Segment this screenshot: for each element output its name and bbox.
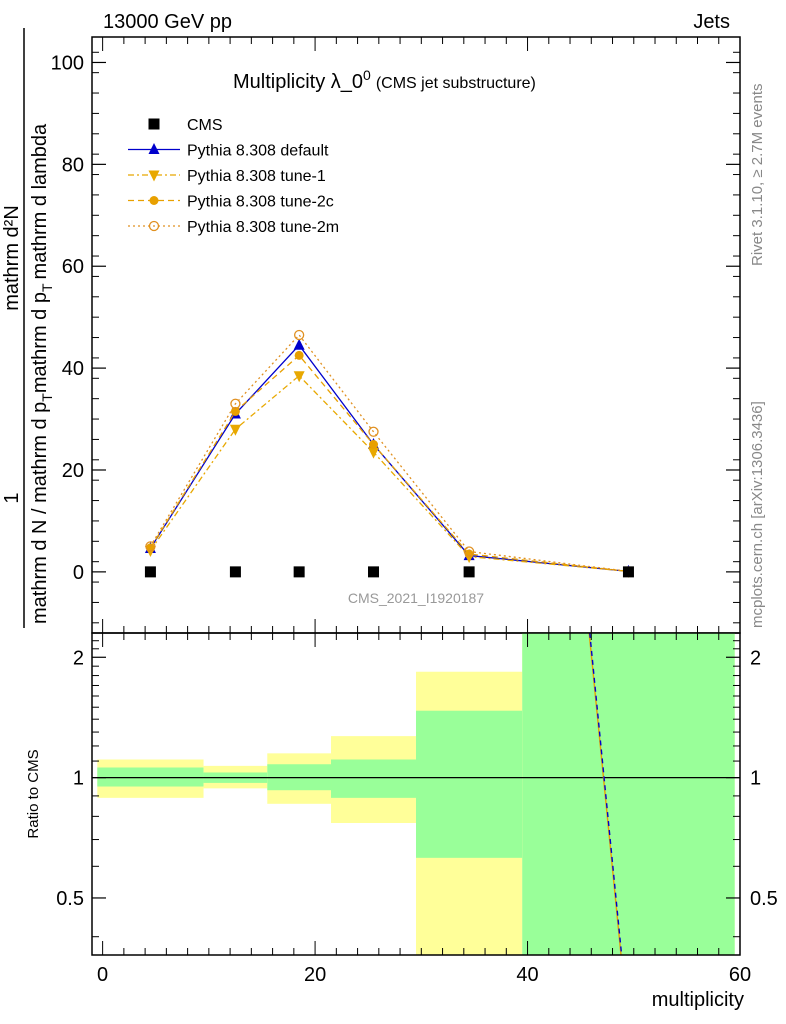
x-tick-label: 0 [97, 964, 108, 986]
ratio-y-tick-label: 0.5 [56, 888, 84, 910]
green-band [522, 633, 735, 955]
ratio-frame [91, 632, 741, 956]
data-point [144, 566, 156, 578]
legend-marker [149, 196, 159, 205]
main-ylabel: 1 mathrm d²N mathrm d N / mathrm d pTmat… [1, 28, 55, 628]
legend-marker [148, 143, 160, 154]
ratio-ylabel: Ratio to CMS [25, 749, 42, 838]
ratio-y-tick-label: 1 [73, 768, 84, 790]
data-point [229, 424, 241, 436]
data-point [369, 440, 379, 450]
data-point [294, 350, 304, 360]
legend-entry: Pythia 8.308 default [128, 143, 329, 160]
chart-title: Multiplicity λ_00 (CMS jet substructure) [233, 67, 536, 93]
green-band [97, 767, 204, 787]
legend-marker [148, 170, 160, 182]
series-cms [144, 566, 634, 578]
y-tick-label: 20 [62, 460, 84, 482]
data-point [145, 541, 156, 552]
legend-entry: Pythia 8.308 tune-1 [128, 168, 326, 185]
ratio-y-tick-label-right: 1 [750, 768, 761, 790]
ratio-panel: 0.5 0.51 12 20 20 40 60 [56, 632, 778, 986]
data-point [293, 566, 305, 578]
header-left: 13000 GeV pp [103, 11, 232, 33]
data-point [368, 566, 380, 578]
x-tick-label: 60 [729, 964, 751, 986]
data-point [368, 447, 380, 459]
y-tick-label: 0 [73, 562, 84, 584]
green-band [331, 759, 416, 798]
data-point [293, 338, 305, 350]
data-point [622, 566, 634, 578]
y-tick-label: 100 [51, 52, 84, 74]
legend-entry: CMS [148, 117, 223, 134]
data-point [293, 329, 305, 341]
legend-marker [148, 220, 160, 232]
x-tick-label: 20 [304, 964, 326, 986]
legend: CMS Pythia 8.308 default Pythia 8.308 tune… [128, 117, 339, 236]
legend-label: Pythia 8.308 default [187, 143, 329, 160]
ratio-line [588, 632, 622, 956]
series-line [149, 344, 629, 573]
series-line [149, 333, 629, 573]
series-line [149, 354, 629, 573]
data-point [463, 546, 475, 557]
legend-marker [148, 118, 160, 130]
legend-entry: Pythia 8.308 tune-2c [128, 194, 334, 211]
ratio-y-tick-label: 2 [73, 647, 84, 669]
x-axis-label: multiplicity [652, 989, 744, 1011]
series-line [149, 374, 629, 573]
mcplots-label: mcplots.cern.ch [arXiv:1306.3436] [749, 401, 766, 628]
ratio-y-tick-label-right: 0.5 [750, 888, 778, 910]
data-point [293, 371, 305, 383]
ratio-ticks: 0.5 0.51 12 20 20 40 60 [56, 633, 778, 986]
data-point [368, 426, 379, 437]
legend-label: Pythia 8.308 tune-2m [187, 219, 339, 236]
y-tick-label: 40 [62, 358, 84, 380]
y-tick-label: 80 [62, 154, 84, 176]
main-panel: 0 20 40 60 80 100 [51, 36, 741, 634]
data-point [464, 549, 474, 559]
data-point [229, 566, 241, 578]
y-tick-label: 60 [62, 256, 84, 278]
ratio-y-tick-label-right: 2 [750, 647, 761, 669]
legend-entry: Pythia 8.308 tune-2m [128, 219, 339, 236]
ylabel-denominator: mathrm d N / mathrm d pTmathrm d pTmathr… [29, 123, 55, 624]
green-band [416, 710, 523, 858]
main-series-layer [144, 329, 634, 578]
main-ticks: 0 20 40 60 80 100 [51, 37, 741, 633]
data-point [463, 566, 475, 578]
series-pythia-8-308-tune-2m [145, 329, 634, 577]
ylabel-one: 1 [1, 492, 23, 503]
x-tick-label: 40 [516, 964, 538, 986]
data-point [230, 398, 241, 409]
data-point [230, 406, 240, 416]
series-pythia-8-308-default [144, 338, 634, 576]
series-pythia-8-308-tune-1 [144, 371, 634, 578]
ylabel-numerator: mathrm d²N [1, 205, 23, 311]
watermark: CMS_2021_I1920187 [348, 590, 484, 606]
ratio-bands [97, 633, 735, 955]
legend-label: Pythia 8.308 tune-2c [187, 194, 334, 211]
legend-label: Pythia 8.308 tune-1 [187, 168, 326, 185]
rivet-label: Rivet 3.1.10, ≥ 2.7M events [749, 84, 766, 267]
ratio-lines [588, 632, 623, 956]
header-right: Jets [693, 11, 730, 33]
legend-label: CMS [187, 117, 223, 134]
